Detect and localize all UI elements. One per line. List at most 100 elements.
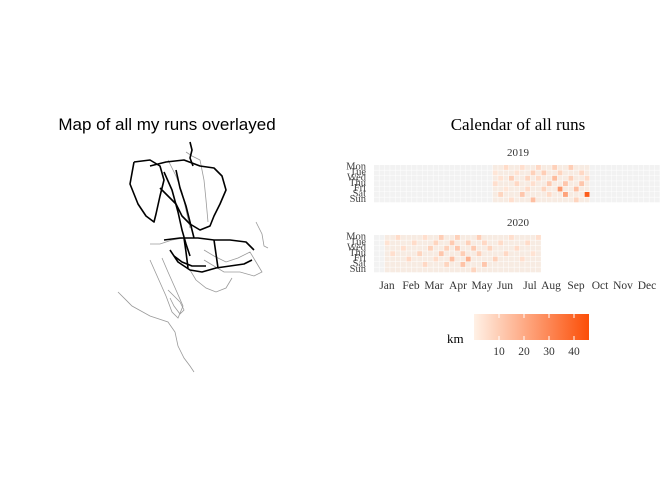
empty-day-cell bbox=[460, 235, 466, 240]
empty-day-cell bbox=[487, 240, 493, 246]
empty-day-cell bbox=[584, 165, 590, 170]
run-day-cell bbox=[568, 165, 574, 170]
empty-day-cell bbox=[449, 192, 455, 197]
empty-day-cell bbox=[455, 262, 460, 267]
empty-day-cell bbox=[590, 170, 595, 176]
empty-day-cell bbox=[514, 165, 520, 170]
empty-day-cell bbox=[406, 262, 412, 267]
empty-day-cell bbox=[633, 175, 639, 181]
run-day-cell bbox=[536, 175, 541, 181]
empty-day-cell bbox=[422, 245, 428, 251]
empty-day-cell bbox=[638, 197, 644, 203]
run-day-cell bbox=[498, 192, 504, 197]
empty-day-cell bbox=[438, 256, 444, 262]
empty-day-cell bbox=[530, 165, 536, 170]
empty-day-cell bbox=[465, 192, 471, 197]
empty-day-cell bbox=[428, 256, 433, 262]
empty-day-cell bbox=[390, 170, 396, 176]
run-day-cell bbox=[557, 186, 563, 192]
empty-day-cell bbox=[530, 192, 536, 197]
empty-day-cell bbox=[498, 165, 504, 170]
empty-day-cell bbox=[465, 181, 471, 187]
empty-day-cell bbox=[401, 175, 406, 181]
empty-day-cell bbox=[649, 186, 655, 192]
empty-day-cell bbox=[644, 186, 649, 192]
empty-day-cell bbox=[465, 251, 471, 257]
empty-day-cell bbox=[541, 197, 547, 203]
empty-day-cell bbox=[536, 256, 541, 262]
empty-day-cell bbox=[627, 181, 633, 187]
empty-day-cell bbox=[374, 251, 379, 257]
run-day-cell bbox=[525, 186, 531, 192]
empty-day-cell bbox=[509, 245, 514, 251]
empty-day-cell bbox=[487, 186, 493, 192]
run-day-cell bbox=[406, 256, 412, 262]
empty-day-cell bbox=[455, 165, 460, 170]
empty-day-cell bbox=[465, 186, 471, 192]
empty-day-cell bbox=[476, 240, 482, 246]
empty-day-cell bbox=[433, 181, 439, 187]
empty-day-cell bbox=[417, 245, 423, 251]
empty-day-cell bbox=[514, 175, 520, 181]
empty-day-cell bbox=[487, 192, 493, 197]
empty-day-cell bbox=[498, 235, 504, 240]
empty-day-cell bbox=[503, 240, 509, 246]
run-day-cell bbox=[444, 245, 450, 251]
empty-day-cell bbox=[406, 192, 412, 197]
empty-day-cell bbox=[384, 267, 390, 273]
empty-day-cell bbox=[627, 165, 633, 170]
month-label-may: May bbox=[471, 280, 492, 292]
empty-day-cell bbox=[395, 165, 401, 170]
empty-day-cell bbox=[503, 170, 509, 176]
empty-day-cell bbox=[449, 186, 455, 192]
run-day-cell bbox=[509, 197, 514, 203]
empty-day-cell bbox=[449, 251, 455, 257]
day-label-sat: Sat bbox=[353, 259, 367, 270]
run-day-cell bbox=[417, 251, 423, 257]
empty-day-cell bbox=[471, 240, 477, 246]
empty-day-cell bbox=[525, 267, 531, 273]
empty-day-cell bbox=[584, 186, 590, 192]
empty-day-cell bbox=[406, 170, 412, 176]
empty-day-cell bbox=[417, 240, 423, 246]
empty-day-cell bbox=[633, 165, 639, 170]
empty-day-cell bbox=[579, 165, 585, 170]
empty-day-cell bbox=[460, 192, 466, 197]
empty-day-cell bbox=[449, 245, 455, 251]
empty-day-cell bbox=[590, 181, 595, 187]
route-river-loop bbox=[169, 249, 253, 273]
empty-day-cell bbox=[584, 170, 590, 176]
empty-day-cell bbox=[444, 267, 450, 273]
minor-route-lines bbox=[117, 151, 269, 373]
empty-day-cell bbox=[384, 256, 390, 262]
legend-colorbar bbox=[474, 314, 589, 340]
empty-day-cell bbox=[476, 165, 482, 170]
empty-day-cell bbox=[600, 181, 606, 187]
empty-day-cell bbox=[449, 170, 455, 176]
route-curve-south bbox=[173, 255, 206, 267]
empty-day-cell bbox=[492, 245, 498, 251]
empty-day-cell bbox=[438, 181, 444, 187]
empty-day-cell bbox=[498, 181, 504, 187]
empty-day-cell bbox=[487, 175, 493, 181]
empty-day-cell bbox=[395, 192, 401, 197]
empty-day-cell bbox=[422, 197, 428, 203]
run-day-cell bbox=[390, 251, 396, 257]
empty-day-cell bbox=[530, 186, 536, 192]
run-day-cell bbox=[411, 240, 417, 246]
empty-day-cell bbox=[401, 240, 406, 246]
empty-day-cell bbox=[411, 197, 417, 203]
empty-day-cell bbox=[611, 175, 617, 181]
empty-day-cell bbox=[390, 192, 396, 197]
empty-day-cell bbox=[465, 175, 471, 181]
day-label-sat: Sat bbox=[353, 189, 367, 200]
empty-day-cell bbox=[519, 262, 525, 267]
empty-day-cell bbox=[438, 197, 444, 203]
day-label-sun: Sun bbox=[350, 264, 367, 275]
empty-day-cell bbox=[617, 175, 622, 181]
day-label-tue: Tue bbox=[350, 237, 366, 248]
empty-day-cell bbox=[374, 245, 379, 251]
month-label-jul: Jul bbox=[523, 280, 536, 292]
empty-day-cell bbox=[649, 181, 655, 187]
empty-day-cell bbox=[471, 165, 477, 170]
